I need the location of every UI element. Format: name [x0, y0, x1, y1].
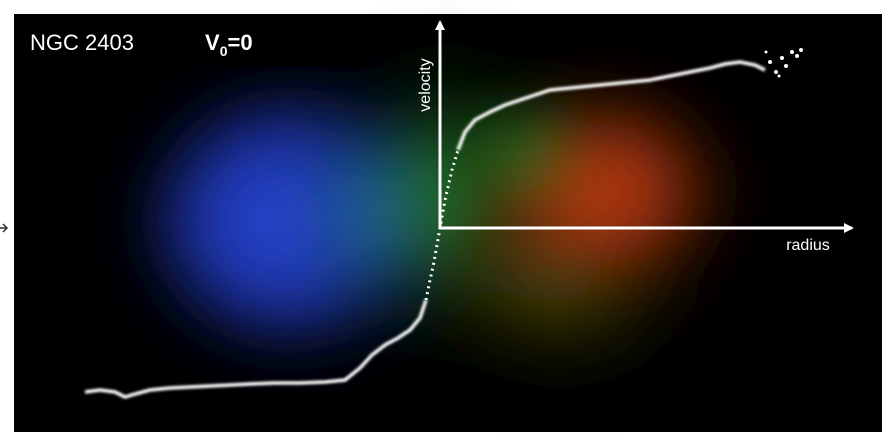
edge-marker [0, 224, 7, 232]
condition-base: V [205, 30, 220, 55]
condition: V0=0 [205, 30, 253, 59]
object-name: NGC 2403 [30, 30, 134, 55]
page: NGC 2403 V0=0 velocity radius (() => { c… [0, 0, 891, 437]
figure: NGC 2403 V0=0 velocity radius [0, 0, 891, 437]
velocity-label: velocity [417, 58, 434, 111]
condition-rest: =0 [227, 30, 252, 55]
condition-subscript: 0 [220, 43, 228, 59]
radius-label: radius [786, 237, 830, 254]
